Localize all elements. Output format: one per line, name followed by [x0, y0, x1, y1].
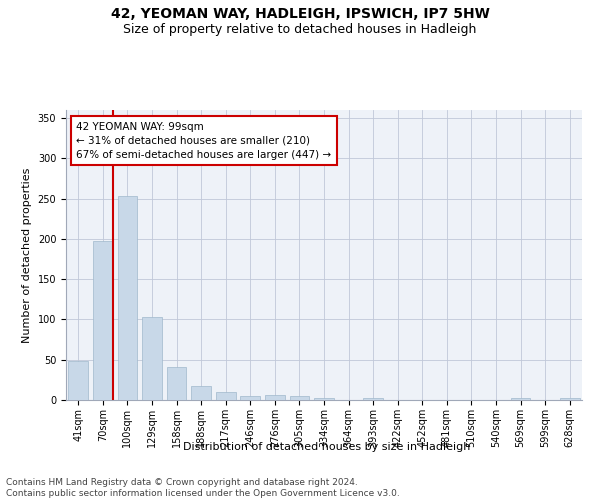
Bar: [265, 395, 284, 400]
Bar: [314, 398, 334, 400]
Bar: [167, 367, 187, 400]
Text: 42 YEOMAN WAY: 99sqm
← 31% of detached houses are smaller (210)
67% of semi-deta: 42 YEOMAN WAY: 99sqm ← 31% of detached h…: [76, 122, 331, 160]
Bar: [68, 362, 88, 400]
Text: 42, YEOMAN WAY, HADLEIGH, IPSWICH, IP7 5HW: 42, YEOMAN WAY, HADLEIGH, IPSWICH, IP7 5…: [110, 8, 490, 22]
Text: Distribution of detached houses by size in Hadleigh: Distribution of detached houses by size …: [184, 442, 470, 452]
Bar: [290, 396, 309, 400]
Bar: [560, 398, 580, 400]
Text: Size of property relative to detached houses in Hadleigh: Size of property relative to detached ho…: [124, 22, 476, 36]
Text: Contains HM Land Registry data © Crown copyright and database right 2024.
Contai: Contains HM Land Registry data © Crown c…: [6, 478, 400, 498]
Y-axis label: Number of detached properties: Number of detached properties: [22, 168, 32, 342]
Bar: [364, 398, 383, 400]
Bar: [241, 396, 260, 400]
Bar: [93, 242, 113, 400]
Bar: [142, 317, 162, 400]
Bar: [216, 392, 236, 400]
Bar: [191, 386, 211, 400]
Bar: [118, 196, 137, 400]
Bar: [511, 398, 530, 400]
